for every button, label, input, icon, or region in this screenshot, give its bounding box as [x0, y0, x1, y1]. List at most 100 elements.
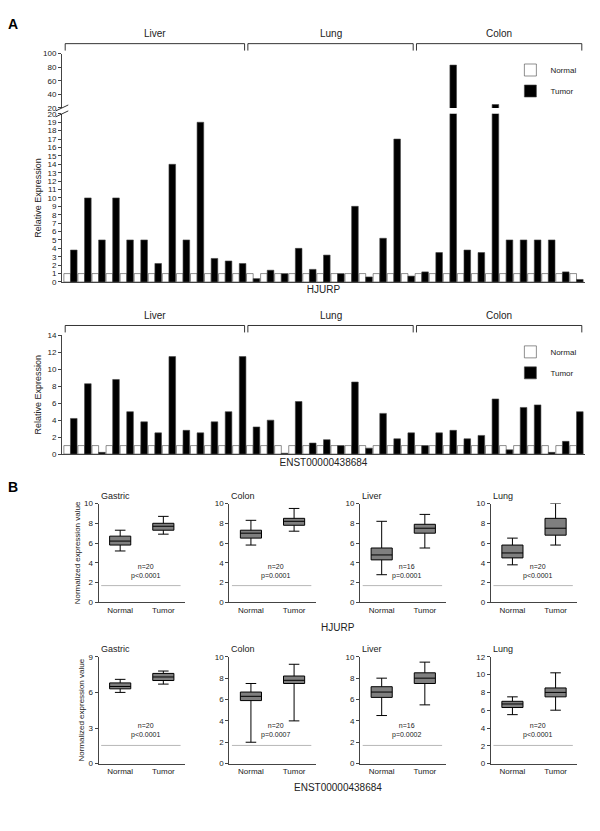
svg-text:6: 6 — [481, 706, 486, 715]
svg-text:5: 5 — [52, 236, 57, 245]
svg-text:Colon: Colon — [486, 310, 512, 321]
svg-text:Tumor: Tumor — [283, 767, 306, 776]
svg-text:14: 14 — [47, 331, 56, 340]
svg-text:HJURP: HJURP — [307, 284, 341, 295]
svg-text:HJURP: HJURP — [321, 622, 355, 633]
svg-text:4: 4 — [481, 724, 486, 733]
svg-text:10: 10 — [346, 499, 355, 508]
svg-text:0: 0 — [481, 759, 486, 768]
svg-text:Tumor: Tumor — [413, 767, 436, 776]
svg-text:2: 2 — [219, 738, 224, 747]
svg-text:A: A — [8, 16, 18, 32]
svg-text:10: 10 — [215, 653, 224, 662]
svg-text:10: 10 — [47, 365, 56, 374]
svg-text:60: 60 — [47, 77, 56, 86]
svg-text:17: 17 — [47, 135, 56, 144]
svg-text:8: 8 — [89, 519, 94, 528]
svg-text:6: 6 — [350, 539, 355, 548]
svg-text:Tumor: Tumor — [152, 606, 175, 615]
svg-text:Liver: Liver — [144, 28, 166, 39]
svg-text:B: B — [8, 479, 18, 495]
svg-text:10: 10 — [215, 499, 224, 508]
svg-text:ENST00000438684: ENST00000438684 — [294, 782, 382, 793]
svg-text:10: 10 — [476, 499, 485, 508]
svg-text:15: 15 — [47, 152, 56, 161]
svg-text:8: 8 — [481, 519, 486, 528]
svg-text:2: 2 — [52, 261, 57, 270]
svg-text:Tumor: Tumor — [544, 606, 567, 615]
svg-text:Gastric: Gastric — [101, 491, 130, 501]
svg-text:n=20p=0.0001: n=20p=0.0001 — [261, 563, 290, 580]
svg-text:2: 2 — [350, 738, 355, 747]
svg-text:Lung: Lung — [320, 310, 342, 321]
svg-text:4: 4 — [350, 717, 355, 726]
svg-text:2: 2 — [219, 578, 224, 587]
svg-text:14: 14 — [47, 160, 56, 169]
svg-text:Relative Expression: Relative Expression — [33, 158, 43, 238]
svg-text:4: 4 — [52, 244, 57, 253]
svg-text:0: 0 — [52, 278, 57, 287]
svg-text:Normal: Normal — [238, 767, 264, 776]
svg-text:4: 4 — [219, 717, 224, 726]
svg-text:4: 4 — [481, 559, 486, 568]
svg-text:18: 18 — [47, 126, 56, 135]
svg-text:Relative Expression: Relative Expression — [33, 355, 43, 435]
svg-text:100: 100 — [43, 49, 57, 58]
svg-text:8: 8 — [219, 674, 224, 683]
svg-text:n=20p<0.0001: n=20p<0.0001 — [131, 563, 160, 580]
svg-text:Liver: Liver — [362, 644, 382, 654]
svg-text:Normal: Normal — [550, 66, 576, 75]
svg-text:Normal: Normal — [238, 606, 264, 615]
svg-text:6: 6 — [52, 227, 57, 236]
svg-text:Tumor: Tumor — [152, 767, 175, 776]
svg-text:Colon: Colon — [231, 644, 255, 654]
svg-text:Normal: Normal — [107, 606, 133, 615]
svg-text:Lung: Lung — [493, 644, 513, 654]
svg-text:12: 12 — [47, 177, 56, 186]
svg-text:40: 40 — [47, 90, 56, 99]
svg-text:11: 11 — [48, 185, 57, 194]
svg-text:Lung: Lung — [493, 491, 513, 501]
svg-text:12: 12 — [47, 348, 56, 357]
svg-text:Tumor: Tumor — [550, 87, 573, 96]
svg-text:ENST00000438684: ENST00000438684 — [280, 457, 368, 468]
svg-text:8: 8 — [350, 519, 355, 528]
svg-text:Liver: Liver — [362, 491, 382, 501]
svg-text:Tumor: Tumor — [283, 606, 306, 615]
svg-text:4: 4 — [89, 559, 94, 568]
svg-text:4: 4 — [350, 559, 355, 568]
svg-text:Tumor: Tumor — [413, 606, 436, 615]
svg-text:10: 10 — [346, 653, 355, 662]
svg-text:n=20p<0.0001: n=20p<0.0001 — [523, 563, 552, 580]
svg-text:Normal: Normal — [107, 767, 133, 776]
svg-text:9: 9 — [89, 653, 94, 662]
svg-text:6: 6 — [219, 539, 224, 548]
svg-text:0: 0 — [481, 598, 486, 607]
svg-text:8: 8 — [52, 211, 57, 220]
svg-text:4: 4 — [52, 416, 57, 425]
svg-text:0: 0 — [219, 598, 224, 607]
svg-text:n=20p<0.0001: n=20p<0.0001 — [523, 722, 552, 739]
svg-text:Colon: Colon — [231, 491, 255, 501]
svg-text:13: 13 — [47, 169, 56, 178]
svg-text:Colon: Colon — [486, 28, 512, 39]
svg-text:6: 6 — [52, 399, 57, 408]
svg-text:n=20p=0.0007: n=20p=0.0007 — [261, 722, 290, 739]
svg-text:n=16p=0.0001: n=16p=0.0001 — [392, 563, 421, 580]
svg-text:6: 6 — [89, 539, 94, 548]
svg-text:0: 0 — [350, 759, 355, 768]
svg-text:7: 7 — [52, 219, 57, 228]
svg-text:4: 4 — [219, 559, 224, 568]
svg-text:Normalized expression value: Normalized expression value — [73, 501, 82, 604]
svg-text:8: 8 — [52, 382, 57, 391]
svg-text:Normal: Normal — [369, 767, 395, 776]
svg-text:3: 3 — [52, 253, 57, 262]
svg-text:1: 1 — [52, 269, 57, 278]
svg-text:80: 80 — [47, 63, 56, 72]
svg-text:0: 0 — [52, 450, 57, 459]
svg-text:20: 20 — [47, 110, 56, 119]
svg-text:0: 0 — [219, 759, 224, 768]
svg-text:n=16p=0.0002: n=16p=0.0002 — [392, 722, 421, 739]
svg-text:Normal: Normal — [550, 348, 576, 357]
svg-text:Normalized expression value: Normalized expression value — [77, 658, 86, 761]
